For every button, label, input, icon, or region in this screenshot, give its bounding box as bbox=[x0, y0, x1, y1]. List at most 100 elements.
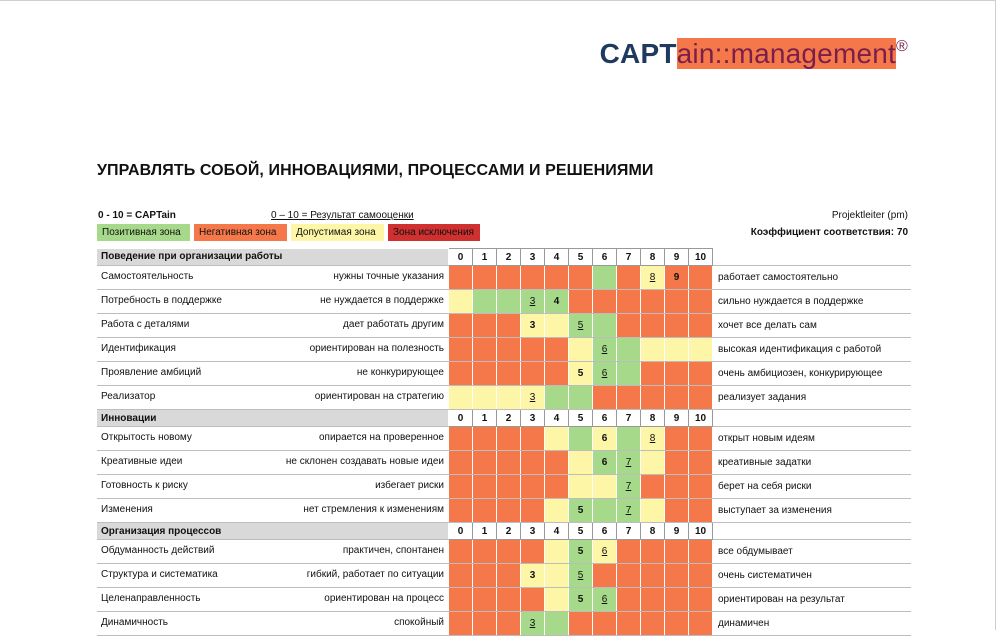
table-row: Работа с деталями дает работать другим 3 5 х… bbox=[97, 313, 911, 338]
table-row: Реализатор ориентирован на стратегию 3 реал… bbox=[97, 385, 911, 410]
zone-cell bbox=[592, 474, 617, 499]
zone-cell bbox=[664, 587, 689, 612]
zone-cell bbox=[448, 539, 473, 564]
zone-cell bbox=[544, 587, 569, 612]
legend-negative: Негативная зона bbox=[194, 224, 287, 241]
zone-cell bbox=[592, 611, 617, 636]
zone-cell bbox=[472, 474, 497, 499]
self-mark: 6 bbox=[601, 546, 608, 557]
scale-number: 8 bbox=[640, 522, 665, 540]
self-mark: 5 bbox=[577, 320, 584, 331]
zone-cell bbox=[448, 450, 473, 475]
trait-high-pole: хочет все делать сам bbox=[712, 313, 911, 338]
zone-cell bbox=[592, 563, 617, 588]
scale-number: 9 bbox=[664, 522, 689, 540]
zone-cell bbox=[664, 426, 689, 451]
zone-cell: 6 bbox=[592, 539, 617, 564]
zone-cell: 4 bbox=[544, 289, 569, 314]
zone-cell bbox=[496, 474, 521, 499]
row-labels: Изменения нет стремления к изменениям bbox=[97, 498, 449, 523]
zone-cell bbox=[592, 385, 617, 410]
trait-low-pole: ориентирован на стратегию bbox=[314, 391, 444, 402]
table-row: Целенаправленность ориентирован на процес… bbox=[97, 587, 911, 612]
zone-cell: 3 bbox=[520, 289, 545, 314]
scale-number: 0 bbox=[448, 522, 473, 540]
zone-cell bbox=[640, 539, 665, 564]
row-labels: Структура и систематика гибкий, работает … bbox=[97, 563, 449, 588]
zone-cell: 5 bbox=[568, 313, 593, 338]
trait-name: Готовность к риску bbox=[101, 480, 188, 491]
zone-cell: 8 bbox=[640, 426, 665, 451]
zone-cell bbox=[496, 539, 521, 564]
zone-cell bbox=[544, 498, 569, 523]
zone-cell bbox=[568, 265, 593, 290]
zone-cell bbox=[688, 611, 713, 636]
zone-cell bbox=[448, 563, 473, 588]
zone-cell: 9 bbox=[664, 265, 689, 290]
zone-cell bbox=[496, 265, 521, 290]
trait-high-pole: выступает за изменения bbox=[712, 498, 911, 523]
zone-cell: 5 bbox=[568, 563, 593, 588]
trait-high-pole: очень систематичен bbox=[712, 563, 911, 588]
zone-cell bbox=[592, 289, 617, 314]
section-right-blank bbox=[712, 248, 911, 266]
scale-number: 2 bbox=[496, 248, 521, 266]
zone-cell bbox=[544, 361, 569, 386]
zone-cell: 7 bbox=[616, 498, 641, 523]
scale-number: 5 bbox=[568, 248, 593, 266]
trait-high-pole: открыт новым идеям bbox=[712, 426, 911, 451]
row-labels: Динамичность спокойный bbox=[97, 611, 449, 636]
row-labels: Готовность к риску избегает риски bbox=[97, 474, 449, 499]
self-mark: 7 bbox=[625, 481, 632, 492]
trait-high-pole: реализует задания bbox=[712, 385, 911, 410]
zone-cell bbox=[664, 611, 689, 636]
captain-mark: 3 bbox=[529, 320, 536, 331]
scale-number: 0 bbox=[448, 409, 473, 427]
zone-cell bbox=[640, 587, 665, 612]
scale-number: 5 bbox=[568, 409, 593, 427]
table-row: Изменения нет стремления к изменениям 5 7 вы… bbox=[97, 498, 911, 523]
zone-cell bbox=[544, 474, 569, 499]
trait-high-pole: динамичен bbox=[712, 611, 911, 636]
logo-bold: CAPT bbox=[599, 38, 677, 69]
section-header-row: Поведение при организации работы 0 1 2 3 4 5 6 7… bbox=[97, 248, 911, 266]
zone-cell bbox=[448, 385, 473, 410]
zone-cell bbox=[520, 426, 545, 451]
zone-cell bbox=[568, 611, 593, 636]
zone-cell bbox=[448, 313, 473, 338]
logo: CAPTain::management® bbox=[600, 38, 908, 70]
self-mark: 8 bbox=[649, 433, 656, 444]
self-mark: 3 bbox=[529, 618, 536, 629]
trait-name: Целенаправленность bbox=[101, 593, 201, 604]
zone-cell bbox=[664, 539, 689, 564]
zone-cell bbox=[616, 426, 641, 451]
zone-cell bbox=[568, 450, 593, 475]
zone-cell bbox=[592, 498, 617, 523]
zone-cell bbox=[544, 337, 569, 362]
zone-cell bbox=[688, 539, 713, 564]
scale-number: 4 bbox=[544, 409, 569, 427]
scale-number: 10 bbox=[688, 409, 713, 427]
zone-cell bbox=[472, 563, 497, 588]
table-row: Идентификация ориентирован на полезность 6… bbox=[97, 337, 911, 362]
zone-cell: 7 bbox=[616, 474, 641, 499]
zone-cell bbox=[688, 337, 713, 362]
zone-cell bbox=[520, 265, 545, 290]
scale-number: 4 bbox=[544, 248, 569, 266]
trait-name: Реализатор bbox=[101, 391, 156, 402]
zone-cell bbox=[472, 361, 497, 386]
zone-cell bbox=[472, 289, 497, 314]
trait-high-pole: работает самостоятельно bbox=[712, 265, 911, 290]
trait-low-pole: гибкий, работает по ситуации bbox=[306, 569, 444, 580]
zone-cell bbox=[472, 498, 497, 523]
zone-cell bbox=[616, 337, 641, 362]
zone-cell bbox=[496, 337, 521, 362]
self-mark: 6 bbox=[601, 368, 608, 379]
zone-cell bbox=[664, 361, 689, 386]
zone-cell bbox=[640, 563, 665, 588]
trait-name: Самостоятельность bbox=[101, 271, 194, 282]
trait-low-pole: не конкурирующее bbox=[356, 367, 444, 378]
zone-cell bbox=[496, 289, 521, 314]
zone-cell: 7 bbox=[616, 450, 641, 475]
zone-cell bbox=[568, 289, 593, 314]
